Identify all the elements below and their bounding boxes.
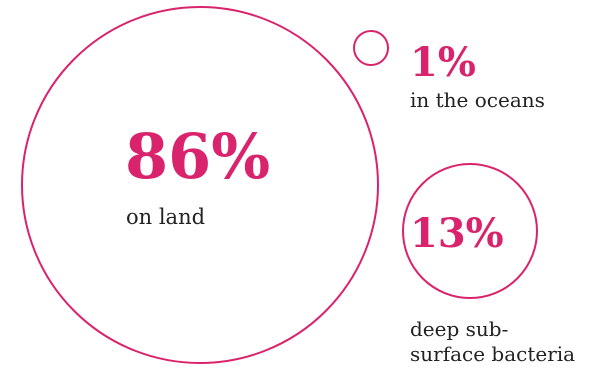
caption-deep-sub: deep sub-: [410, 317, 508, 341]
bubble-in-the-oceans: [353, 30, 389, 66]
caption-on-land: on land: [126, 205, 205, 229]
bubble-deep-subsurface: [402, 163, 538, 299]
caption-surface-bacteria: surface bacteria: [410, 342, 575, 366]
bubble-on-land: [21, 6, 379, 364]
label-1-percent: 1%: [410, 39, 476, 86]
label-13-percent: 13%: [410, 210, 504, 257]
caption-in-the-oceans: in the oceans: [410, 88, 545, 112]
label-86-percent: 86%: [125, 120, 270, 193]
